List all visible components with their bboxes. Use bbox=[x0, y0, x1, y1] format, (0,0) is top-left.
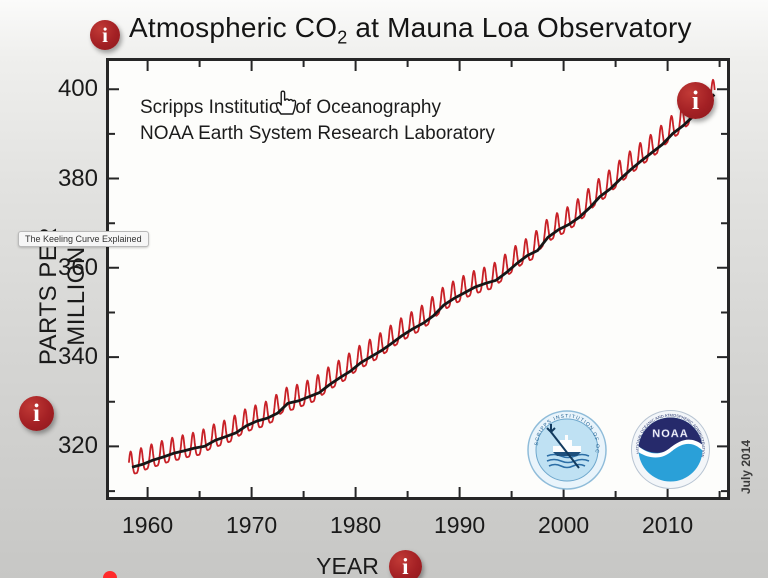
info-icon-year[interactable]: i bbox=[388, 550, 422, 578]
info-icon-glyph: i bbox=[33, 400, 40, 427]
info-icon-glyph: i bbox=[691, 85, 700, 115]
title-subscript: 2 bbox=[337, 27, 348, 48]
y-tick-label: 380 bbox=[57, 164, 98, 192]
player-scrubber-dot[interactable] bbox=[103, 571, 117, 578]
x-axis-title: YEAR bbox=[316, 553, 379, 578]
y-tick-label: 340 bbox=[57, 343, 98, 371]
watermark-date: July 2014 bbox=[739, 439, 753, 495]
hand-cursor-icon bbox=[275, 90, 297, 115]
info-icon-curve-end[interactable]: i bbox=[677, 82, 714, 119]
y-tick-label: 400 bbox=[57, 75, 98, 103]
title-text: Atmospheric CO bbox=[129, 11, 338, 43]
x-tick-label: 2010 bbox=[642, 512, 694, 538]
credit-line-2: NOAA Earth System Research Laboratory bbox=[140, 123, 495, 144]
y-tick-label: 320 bbox=[57, 432, 98, 460]
title-text-2: at Mauna Loa Observatory bbox=[347, 11, 692, 43]
x-tick-label: 1990 bbox=[434, 512, 486, 538]
x-tick-label: 2000 bbox=[538, 512, 590, 538]
chart-header: i Atmospheric CO2 at Mauna Loa Observato… bbox=[90, 10, 692, 50]
axis-ticks bbox=[108, 60, 728, 498]
plot-border bbox=[106, 58, 730, 500]
co2-chart bbox=[106, 58, 730, 500]
video-tooltip: The Keeling Curve Explained bbox=[18, 231, 149, 247]
x-axis-title-row: YEAR i bbox=[0, 550, 768, 578]
info-icon-y-axis[interactable]: i bbox=[19, 396, 54, 431]
info-icon-title[interactable]: i bbox=[90, 20, 120, 50]
page-title: Atmospheric CO2 at Mauna Loa Observatory bbox=[129, 12, 692, 49]
credit-line-1: Scripps Institution of Oceanography bbox=[140, 97, 442, 118]
x-tick-label: 1970 bbox=[226, 512, 278, 538]
y-axis-title: PARTS PER MILLION bbox=[35, 226, 90, 366]
y-tick-label: 360 bbox=[57, 253, 98, 281]
noaa-logo: NATIONAL OCEANIC AND ATMOSPHERIC ADMINIS… bbox=[631, 410, 710, 489]
noaa-logo-text: NOAA bbox=[652, 428, 688, 440]
x-tick-label: 1980 bbox=[330, 512, 382, 538]
info-icon-glyph: i bbox=[402, 554, 409, 578]
credit-text: Scripps Institution of Oceanography NOAA… bbox=[140, 95, 495, 147]
annual-trend-curve bbox=[131, 93, 716, 469]
scripps-logo: SCRIPPS INSTITUTION OF OCEANOGRAPHY bbox=[527, 410, 607, 490]
x-tick-label: 1960 bbox=[122, 512, 174, 538]
info-icon-glyph: i bbox=[102, 22, 108, 47]
